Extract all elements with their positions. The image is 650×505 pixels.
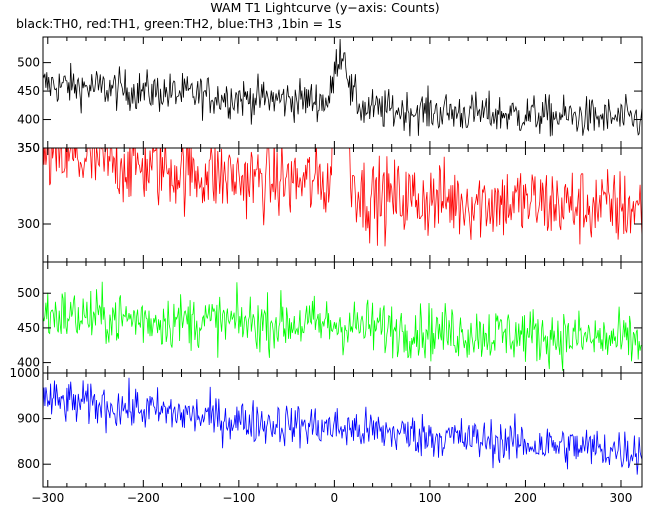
x-tick-label: −300 (31, 491, 64, 505)
series-line-th0 (43, 38, 642, 137)
y-tick-label: 900 (17, 412, 40, 426)
chart-subtitle: black:TH0, red:TH1, green:TH2, blue:TH3 … (16, 16, 342, 31)
y-tick-label: 450 (17, 321, 40, 335)
x-tick-label: 300 (610, 491, 633, 505)
panel-frame-th1 (42, 147, 643, 263)
x-tick-label: −200 (127, 491, 160, 505)
y-tick-label: 300 (17, 217, 40, 231)
y-tick-label: 500 (17, 56, 40, 70)
chart-title: WAM T1 Lightcurve (y−axis: Counts) (210, 0, 440, 15)
panel-frame-th3 (42, 372, 643, 488)
y-tick-label: 450 (17, 84, 40, 98)
y-tick-label: 350 (17, 141, 40, 155)
y-tick-label: 400 (17, 356, 40, 370)
series-line-th1 (43, 148, 642, 247)
y-tick-label: 500 (17, 286, 40, 300)
y-tick-label: 350 (17, 141, 40, 155)
y-tick-label: 800 (17, 457, 40, 471)
y-tick-label: 400 (17, 113, 40, 127)
x-tick-label: 0 (331, 491, 339, 505)
series-line-th3 (43, 377, 642, 475)
series-line-th2 (43, 281, 642, 371)
y-tick-label: 1000 (9, 366, 40, 380)
x-tick-label: 100 (418, 491, 441, 505)
x-tick-label: −100 (222, 491, 255, 505)
x-tick-label: 200 (514, 491, 537, 505)
